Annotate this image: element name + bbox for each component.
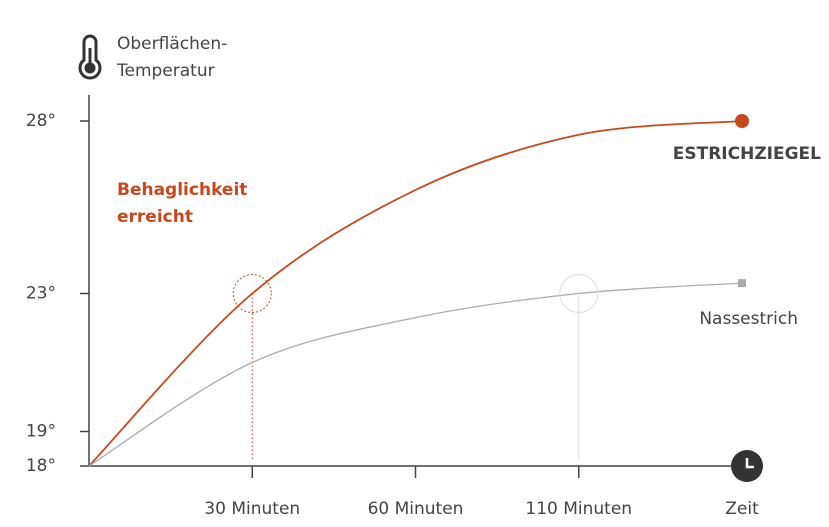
annotation: erreicht	[117, 207, 193, 227]
clock-icon	[731, 450, 763, 482]
highlight-ring	[232, 274, 272, 313]
x-tick-label: 60 Minuten	[368, 499, 464, 519]
annotation: Behaglichkeit	[117, 180, 247, 200]
y-tick-label: 28°	[26, 111, 56, 131]
x-tick-label: 110 Minuten	[525, 499, 632, 519]
y-tick-label: 18°	[26, 456, 56, 476]
y-axis-title: Oberflächen-	[117, 34, 227, 54]
end-marker	[738, 279, 746, 288]
y-axis-title: Temperatur	[116, 61, 215, 81]
line	[88, 282, 743, 467]
series-label: ESTRICHZIEGEL	[673, 144, 821, 164]
x-tick-label: Zeit	[725, 499, 759, 519]
y-tick-label: 19°	[26, 422, 56, 442]
x-tick-label: 30 Minuten	[204, 499, 300, 519]
thermometer-icon	[78, 34, 102, 80]
end-marker	[735, 114, 749, 128]
series-label: Nassestrich	[699, 309, 798, 329]
y-tick-label: 23°	[26, 284, 56, 304]
line	[88, 120, 743, 467]
